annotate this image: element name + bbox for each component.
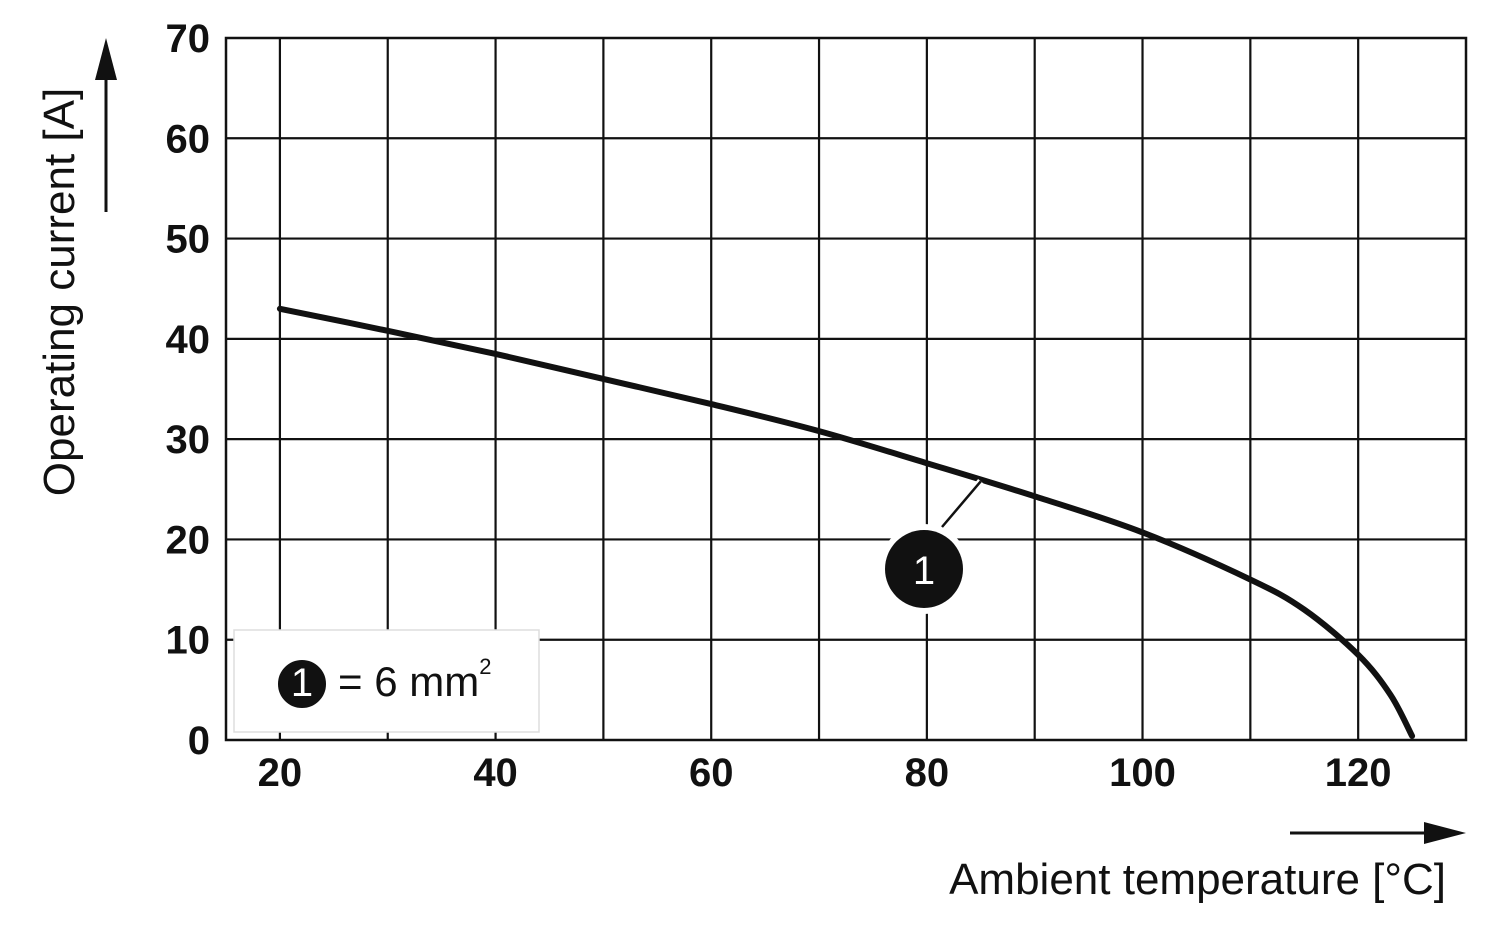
plot-frame bbox=[224, 36, 1468, 742]
x-axis-title: Ambient temperature [°C] bbox=[949, 855, 1446, 904]
x-tick-label: 80 bbox=[905, 751, 950, 795]
x-tick-label: 40 bbox=[473, 751, 518, 795]
y-tick-label: 70 bbox=[166, 17, 211, 61]
x-tick-label: 20 bbox=[258, 751, 303, 795]
x-tick-label: 60 bbox=[689, 751, 734, 795]
legend-text-main: = 6 mm bbox=[338, 658, 479, 705]
y-tick-label: 30 bbox=[166, 418, 211, 462]
x-tick-labels: 20 40 60 80 100 120 bbox=[258, 751, 1392, 795]
legend-text: = 6 mm2 bbox=[338, 654, 491, 705]
y-axis-arrow-icon bbox=[95, 38, 117, 80]
annotation-leader-line bbox=[941, 480, 982, 528]
series-line bbox=[276, 305, 1416, 739]
series bbox=[276, 305, 1416, 739]
x-axis-title-group: Ambient temperature [°C] bbox=[949, 822, 1466, 904]
y-tick-label: 60 bbox=[166, 117, 211, 161]
legend-marker-label: 1 bbox=[291, 661, 313, 705]
y-tick-label: 20 bbox=[166, 518, 211, 562]
y-axis-title: Operating current [A] bbox=[35, 88, 84, 496]
y-tick-label: 10 bbox=[166, 619, 211, 663]
y-tick-label: 40 bbox=[166, 318, 211, 362]
annotation-marker-icon bbox=[885, 530, 963, 608]
y-tick-labels: 0 10 20 30 40 50 60 70 bbox=[166, 17, 211, 763]
x-tick-label: 120 bbox=[1325, 751, 1392, 795]
legend-marker-icon bbox=[276, 658, 328, 710]
y-tick-label: 50 bbox=[166, 218, 211, 262]
annotation-marker-label: 1 bbox=[913, 549, 935, 593]
annotations: 1 bbox=[879, 478, 984, 614]
x-axis-arrow-icon bbox=[1424, 822, 1466, 844]
legend-text-superscript: 2 bbox=[479, 654, 491, 679]
y-tick-label: 0 bbox=[188, 719, 210, 763]
legend: 1 = 6 mm2 bbox=[233, 629, 540, 733]
x-tick-label: 100 bbox=[1109, 751, 1176, 795]
y-axis-title-group: Operating current [A] bbox=[35, 38, 117, 496]
